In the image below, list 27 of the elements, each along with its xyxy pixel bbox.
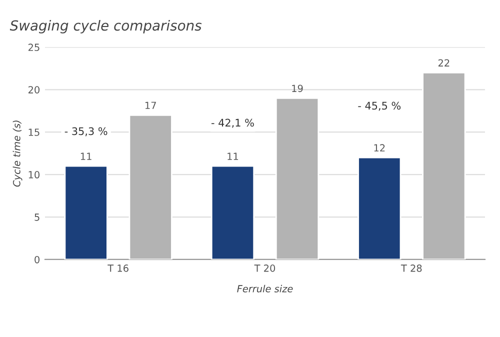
x-tick-label: T 20 <box>254 264 276 272</box>
y-tick-label: 15 <box>28 128 40 136</box>
y-tick-label: 0 <box>34 256 40 264</box>
y-axis-title: Cycle time (s) <box>12 120 22 187</box>
data-label: 11 <box>80 152 92 160</box>
annotation: - 35,3 % <box>64 127 108 136</box>
bar <box>422 72 466 260</box>
data-label: 11 <box>228 152 238 160</box>
x-tick-label: T 16 <box>108 264 128 272</box>
data-label: 12 <box>374 144 385 152</box>
bar <box>275 97 320 260</box>
data-label: 19 <box>292 84 303 92</box>
annotation: - 45,5 % <box>358 102 401 111</box>
y-tick-label: 20 <box>28 86 40 94</box>
x-axis-title: Ferrule size <box>237 284 293 292</box>
data-label: 17 <box>145 102 156 109</box>
bar <box>128 114 172 260</box>
y-tick-label: 25 <box>28 44 40 52</box>
chart-title: Swaging cycle comparisons <box>10 20 202 34</box>
annotation: - 42,1 % <box>212 118 254 128</box>
bar <box>64 165 108 260</box>
x-tick-label: T 28 <box>400 264 422 272</box>
y-tick-label: 10 <box>28 171 40 178</box>
data-label: 22 <box>438 59 450 66</box>
bar <box>210 165 255 260</box>
y-tick-label: 5 <box>34 214 40 221</box>
bar <box>358 156 402 260</box>
